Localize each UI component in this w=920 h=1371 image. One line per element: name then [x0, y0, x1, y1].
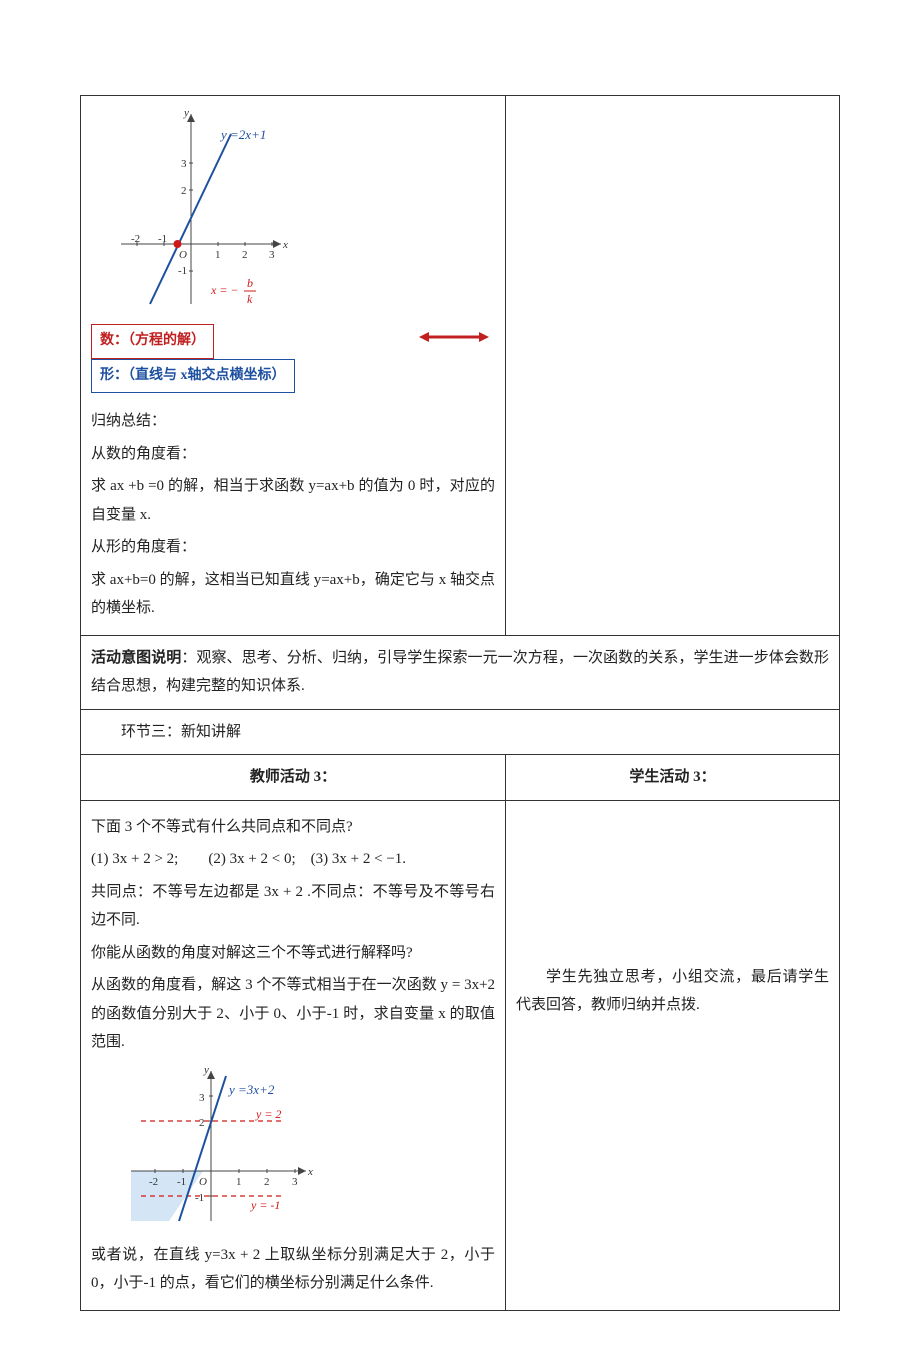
svg-text:k: k — [247, 292, 253, 306]
concept-boxes: 数：（方程的解） 形：（直线与 x轴交点横坐标） — [91, 324, 495, 393]
x-tick: 2 — [242, 249, 248, 261]
x-tick: 2 — [264, 1176, 270, 1188]
x-tick: -1 — [158, 233, 167, 245]
page: -2 -1 1 2 3 -1 2 3 O x y — [0, 0, 920, 1371]
x-tick: 1 — [215, 249, 221, 261]
conclusion-text: 或者说，在直线 y=3x + 2 上取纵坐标分别满足大于 2，小于 0，小于-1… — [91, 1241, 495, 1298]
teacher-title-cell: 教师活动 3： — [81, 755, 506, 801]
x-tick: 3 — [269, 249, 275, 261]
y-tick: 3 — [199, 1092, 205, 1104]
y-tick: 2 — [181, 185, 187, 197]
section3-title: 环节三：新知讲解 — [91, 718, 829, 747]
origin-label: O — [179, 249, 187, 261]
box-number: 数：（方程的解） — [91, 324, 214, 359]
activity-intent-label: 活动意图说明 — [91, 650, 181, 666]
svg-text:x = −: x = − — [210, 283, 239, 297]
summary-title: 归纳总结： — [91, 407, 495, 436]
origin-label: O — [199, 1176, 207, 1188]
teacher-content: 下面 3 个不等式有什么共同点和不同点? (1) 3x + 2 > 2; (2)… — [81, 800, 506, 1310]
x-tick: -2 — [149, 1176, 158, 1188]
x-tick: 3 — [292, 1176, 298, 1188]
cell-top-left: -2 -1 1 2 3 -1 2 3 O x y — [81, 96, 506, 636]
x-intercept-point — [174, 240, 182, 248]
x-axis-label: x — [282, 239, 288, 251]
line2-equation: y =3x+2 — [227, 1082, 275, 1097]
num-view-text: 求 ax +b =0 的解，相当于求函数 y=ax+b 的值为 0 时，对应的自… — [91, 472, 495, 529]
student-content: 学生先独立思考，小组交流，最后请学生代表回答，教师归纳并点拨. — [506, 800, 840, 1310]
y-axis-label: y — [203, 1064, 209, 1076]
double-arrow-icon — [419, 327, 489, 356]
x-tick: -2 — [131, 233, 140, 245]
student-activity-title: 学生活动 3： — [629, 769, 715, 785]
chart-y-2x-plus-1: -2 -1 1 2 3 -1 2 3 O x y — [111, 104, 301, 314]
q2: 你能从函数的角度对解这三个不等式进行解释吗? — [91, 939, 495, 968]
shape-view-title: 从形的角度看： — [91, 533, 495, 562]
dash-y2-label: y = 2 — [255, 1107, 281, 1121]
lesson-table: -2 -1 1 2 3 -1 2 3 O x y — [80, 95, 840, 1311]
y-tick: 2 — [199, 1117, 205, 1129]
num-view-title: 从数的角度看： — [91, 440, 495, 469]
inequality-items: (1) 3x + 2 > 2; (2) 3x + 2 < 0; (3) 3x +… — [91, 845, 495, 874]
x-intercept-label: x = − b k — [210, 276, 256, 306]
x-tick: 1 — [236, 1176, 242, 1188]
student-text: 学生先独立思考，小组交流，最后请学生代表回答，教师归纳并点拨. — [516, 963, 829, 1020]
func-explain: 从函数的角度看，解这 3 个不等式相当于在一次函数 y = 3x+2 的函数值分… — [91, 971, 495, 1057]
box-shape: 形：（直线与 x轴交点横坐标） — [91, 359, 295, 394]
y-tick: 3 — [181, 158, 187, 170]
x-tick: -1 — [177, 1176, 186, 1188]
line-equation: y =2x+1 — [219, 127, 266, 142]
common-diff: 共同点：不等号左边都是 3x + 2 .不同点：不等号及不等号右边不同. — [91, 878, 495, 935]
shape-view-text: 求 ax+b=0 的解，这相当已知直线 y=ax+b，确定它与 x 轴交点的横坐… — [91, 566, 495, 623]
q1: 下面 3 个不等式有什么共同点和不同点? — [91, 813, 495, 842]
student-title-cell: 学生活动 3： — [506, 755, 840, 801]
y-tick: -1 — [178, 265, 187, 277]
teacher-activity-title: 教师活动 3： — [250, 769, 336, 785]
y-tick: -1 — [195, 1192, 204, 1204]
cell-top-right — [506, 96, 840, 636]
chart-y-3x-plus-2: -2 -1 1 2 3 3 2 -1 O x y — [111, 1061, 321, 1231]
y-axis-label: y — [183, 107, 189, 119]
dash-ym1-label: y = -1 — [250, 1198, 280, 1212]
svg-text:b: b — [247, 276, 253, 290]
activity-intent-row: 活动意图说明：观察、思考、分析、归纳，引导学生探索一元一次方程，一次函数的关系，… — [81, 635, 840, 709]
x-axis-label: x — [307, 1166, 313, 1178]
section3-header: 环节三：新知讲解 — [81, 709, 840, 755]
activity-intent-text: ：观察、思考、分析、归纳，引导学生探索一元一次方程，一次函数的关系，学生进一步体… — [91, 650, 829, 695]
